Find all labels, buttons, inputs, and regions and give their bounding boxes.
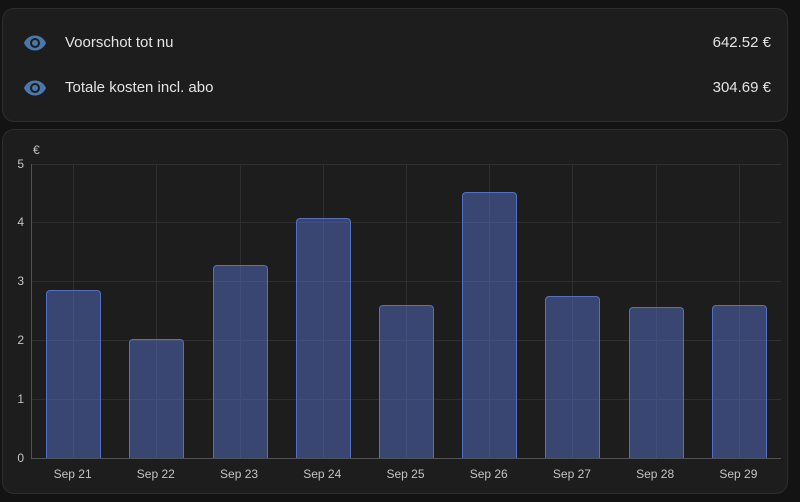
x-tick-label: Sep 29	[719, 467, 758, 481]
eye-icon[interactable]	[23, 76, 47, 100]
x-tick-label: Sep 22	[136, 467, 175, 481]
bar-sep-27[interactable]	[545, 295, 601, 458]
y-tick-label: 3	[17, 274, 24, 289]
y-tick-label: 2	[17, 332, 24, 347]
series-value: 304.69 €	[712, 79, 771, 96]
x-tick-label: Sep 26	[469, 467, 508, 481]
bar-sep-29[interactable]	[711, 305, 767, 458]
bar-sep-24[interactable]	[295, 218, 351, 458]
y-tick-label: 0	[17, 450, 24, 465]
x-tick-label: Sep 28	[636, 467, 675, 481]
eye-icon[interactable]	[23, 31, 47, 55]
x-tick-label: Sep 24	[303, 467, 342, 481]
chart-plot	[31, 163, 781, 459]
x-tick-label: Sep 25	[386, 467, 425, 481]
series-toggle-totale-kosten[interactable]: Totale kosten incl. abo 304.69 €	[23, 65, 771, 110]
bar-sep-22[interactable]	[129, 339, 185, 458]
series-label: Totale kosten incl. abo	[65, 79, 214, 96]
x-tick-label: Sep 23	[220, 467, 259, 481]
series-value: 642.52 €	[712, 34, 771, 51]
y-tick-label: 5	[17, 156, 24, 171]
y-tick-label: 4	[17, 215, 24, 230]
bar-sep-21[interactable]	[46, 290, 102, 458]
bar-sep-25[interactable]	[379, 305, 434, 458]
y-tick-label: 1	[17, 391, 24, 406]
bar-sep-23[interactable]	[212, 264, 268, 458]
bar-sep-28[interactable]	[628, 306, 684, 458]
bar-sep-26[interactable]	[462, 192, 518, 458]
x-axis-labels: Sep 21 Sep 22 Sep 23 Sep 24 Sep 25 Sep 26 Sep …	[31, 467, 781, 485]
y-axis-labels: 0 1 2 3 4 5	[3, 157, 26, 465]
x-tick-label: Sep 27	[552, 467, 591, 481]
series-label: Voorschot tot nu	[65, 34, 174, 51]
x-tick-label: Sep 21	[53, 467, 92, 481]
series-toggle-voorschot[interactable]: Voorschot tot nu 642.52 €	[23, 20, 771, 65]
vertical-gridline	[156, 164, 158, 458]
y-axis-unit-label: €	[33, 143, 40, 157]
summary-card: Voorschot tot nu 642.52 € Totale kosten …	[2, 8, 788, 122]
